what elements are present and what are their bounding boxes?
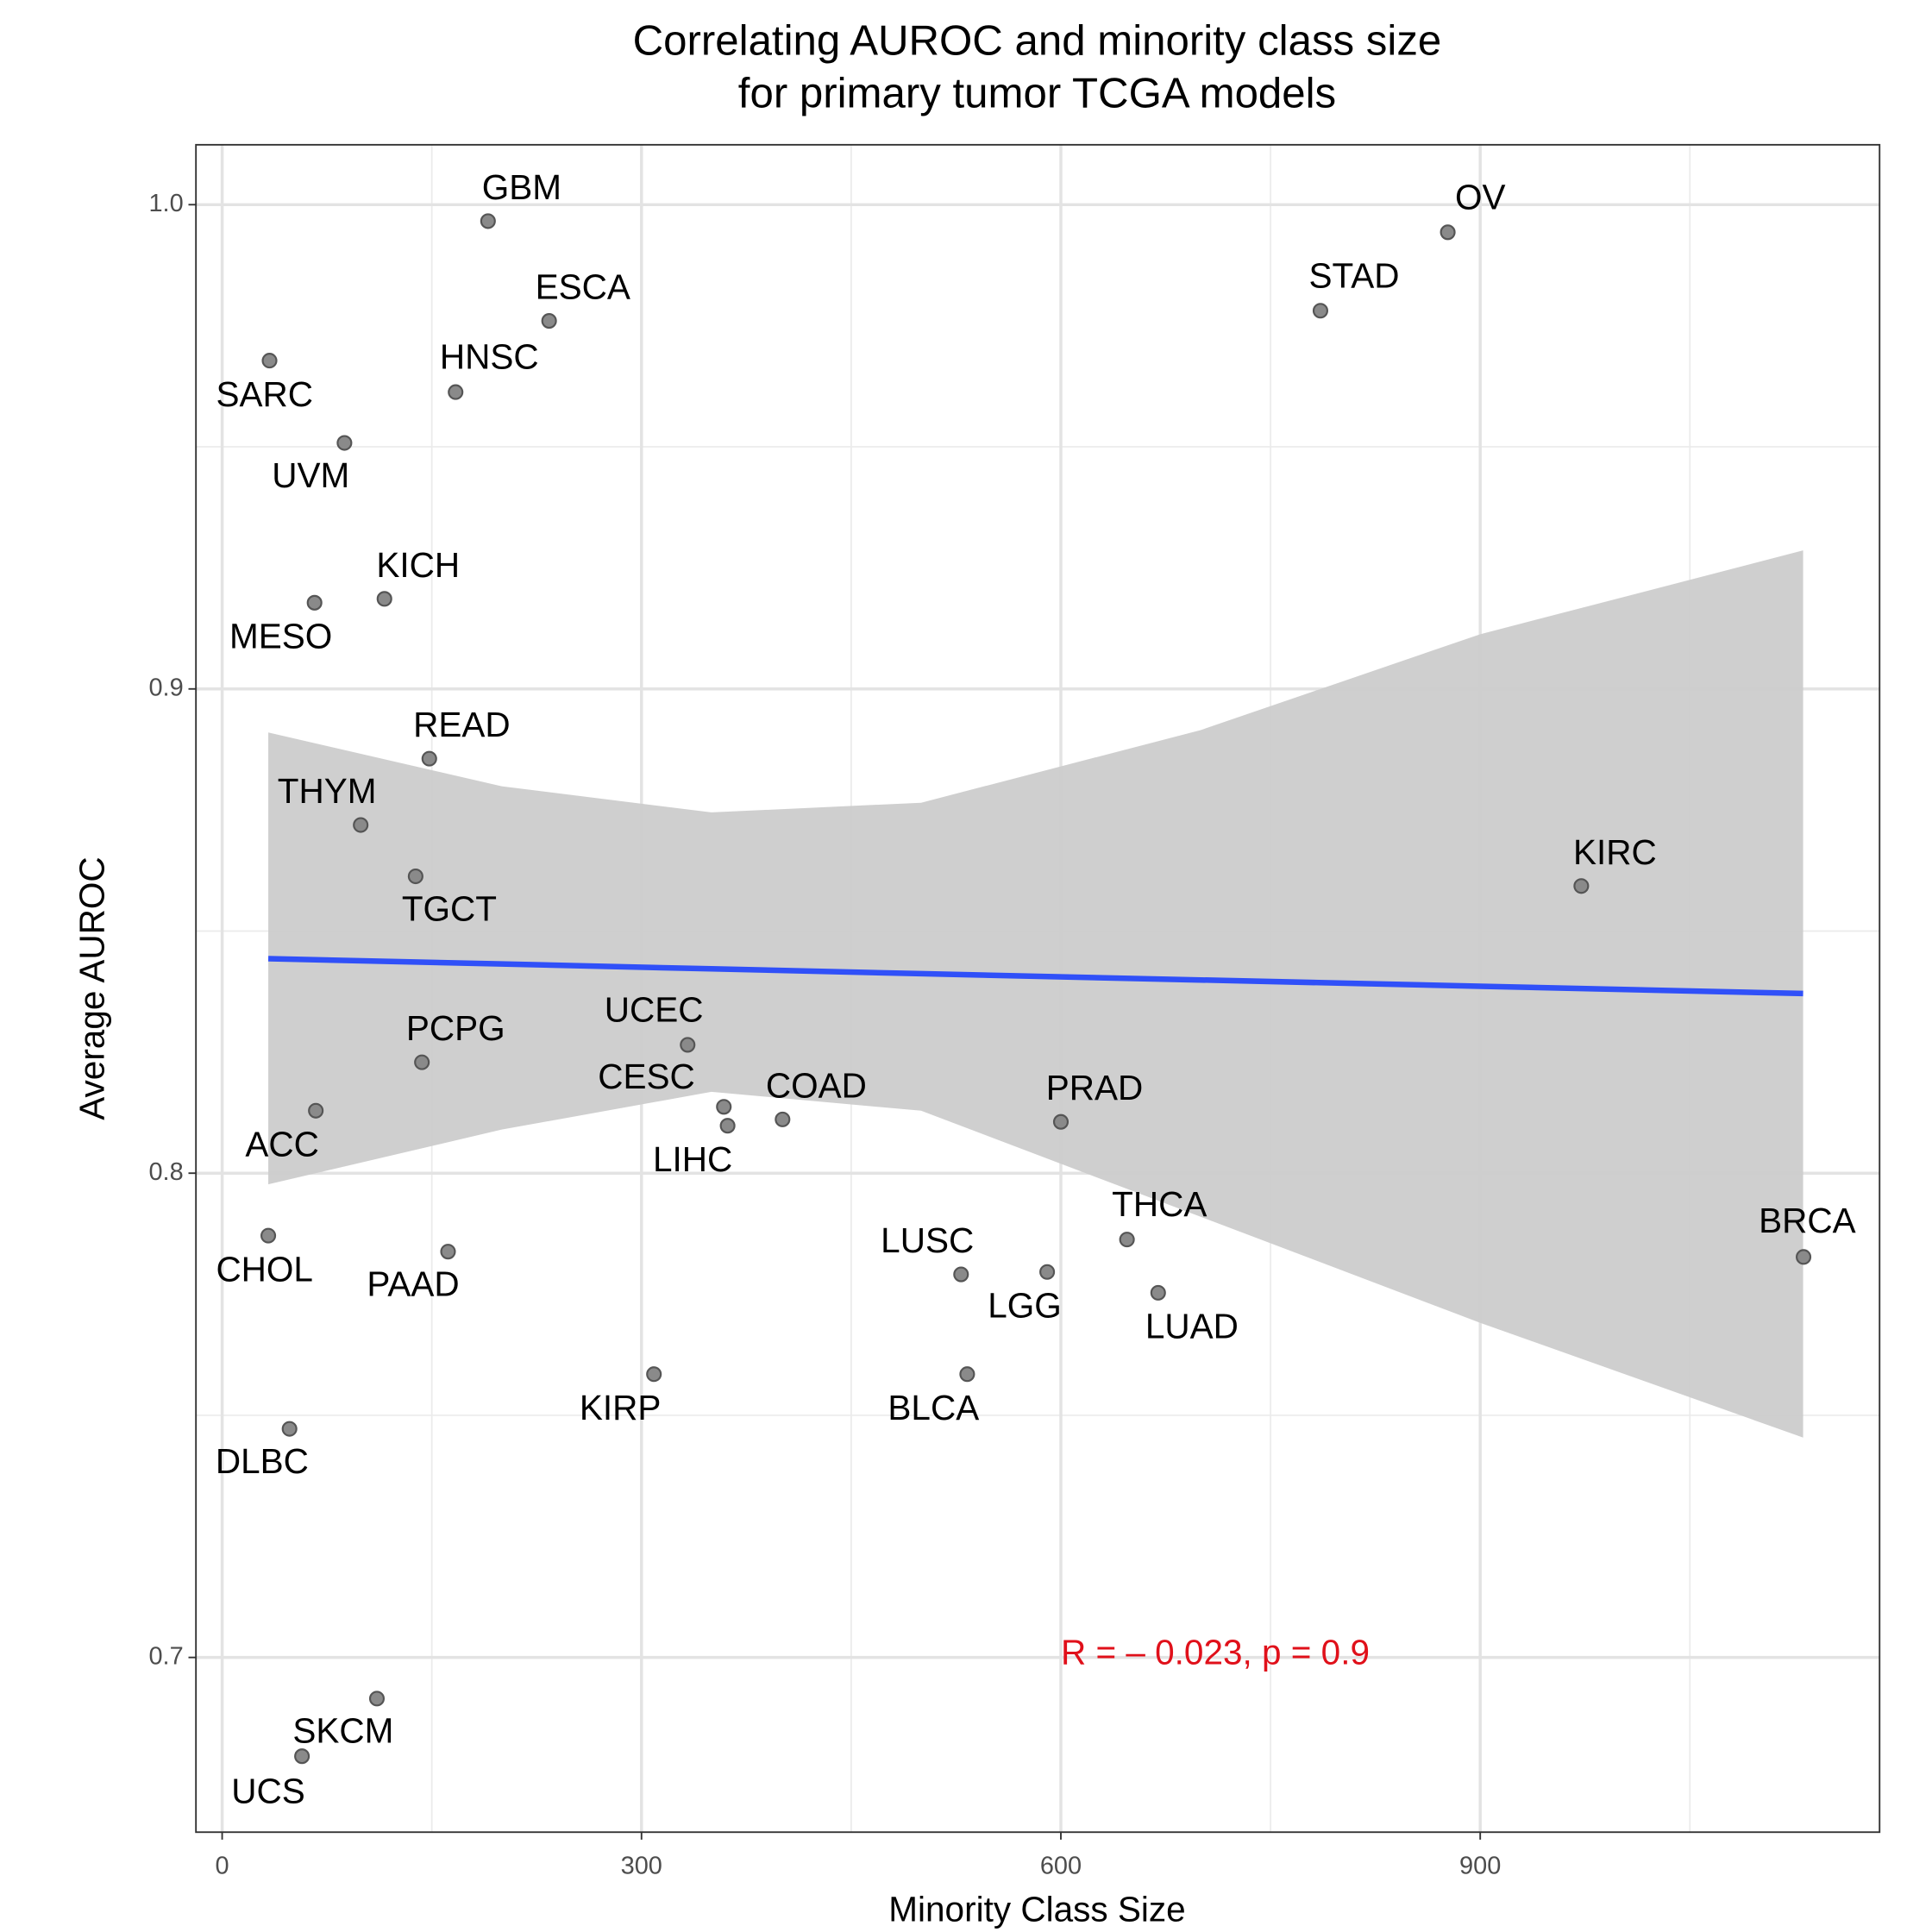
point-label: ACC — [245, 1124, 319, 1164]
point-label: STAD — [1309, 255, 1400, 295]
point — [336, 435, 353, 451]
point — [1052, 1113, 1070, 1130]
point-label: PRAD — [1046, 1068, 1144, 1107]
plot-area: GBM ESCA OV STAD SARC HNSC UVM KICH MESO READ THYM… — [216, 167, 1856, 1810]
point-label: PCPG — [406, 1008, 505, 1048]
point-label: CESC — [598, 1057, 695, 1096]
point-label: HNSC — [440, 337, 539, 377]
point-label: BRCA — [1759, 1201, 1856, 1240]
point-label: COAD — [766, 1065, 867, 1105]
x-tick-label: 300 — [621, 1852, 662, 1879]
point — [1573, 878, 1590, 894]
point-label: KICH — [376, 545, 460, 585]
point-label: TGCT — [402, 888, 497, 928]
point-label: UCEC — [605, 990, 704, 1030]
point — [448, 384, 464, 400]
fit-line — [267, 956, 1803, 997]
point-label: BLCA — [888, 1388, 979, 1427]
point — [959, 1366, 975, 1383]
point — [1440, 224, 1456, 241]
point — [953, 1266, 969, 1283]
point-label: THCA — [1112, 1184, 1207, 1224]
point — [281, 1421, 298, 1437]
point — [1312, 303, 1328, 319]
point-label: LGG — [988, 1285, 1062, 1325]
point-label: GBM — [482, 167, 561, 207]
y-tick-label: 0.9 — [148, 674, 183, 701]
point-label: MESO — [229, 616, 332, 656]
point — [407, 868, 423, 885]
point — [414, 1054, 430, 1070]
x-tick-label: 0 — [216, 1852, 229, 1879]
x-axis-label: Minority Class Size — [888, 1890, 1185, 1929]
chart-title: Correlating AUROC and minority class siz… — [633, 17, 1442, 65]
point-label: PAAD — [367, 1264, 459, 1303]
point — [308, 1102, 324, 1119]
point — [368, 1690, 386, 1707]
point-label: ESCA — [536, 267, 630, 307]
point-label: KIRP — [580, 1388, 662, 1427]
point — [376, 591, 392, 607]
point-label: LUAD — [1145, 1307, 1239, 1346]
point-label: READ — [413, 705, 511, 744]
point-label: OV — [1455, 177, 1506, 216]
point — [719, 1118, 736, 1134]
point-label: SKCM — [292, 1711, 393, 1751]
point — [541, 313, 557, 329]
point-label: UCS — [231, 1771, 305, 1810]
point-label: UVM — [272, 455, 349, 495]
point — [260, 1227, 277, 1244]
point-label: THYM — [278, 771, 377, 811]
y-tick-label: 0.8 — [148, 1158, 183, 1186]
point — [1039, 1264, 1056, 1280]
y-tick-label: 0.7 — [148, 1642, 183, 1670]
x-tick-label: 600 — [1040, 1852, 1082, 1879]
y-tick-label: 1.0 — [148, 190, 183, 217]
point-label: LIHC — [653, 1139, 732, 1179]
y-axis-label: Average AUROC — [72, 856, 112, 1120]
point — [480, 213, 496, 229]
point — [716, 1099, 732, 1115]
point — [1150, 1284, 1166, 1301]
point — [646, 1366, 662, 1383]
panel-border — [195, 143, 1881, 1834]
point-label: KIRC — [1573, 832, 1657, 872]
point-label: DLBC — [216, 1441, 309, 1481]
point — [775, 1111, 791, 1127]
point-label: CHOL — [216, 1249, 313, 1289]
point — [353, 817, 369, 833]
point — [1796, 1249, 1812, 1265]
point-label: LUSC — [881, 1220, 974, 1260]
confidence-band — [268, 550, 1803, 1438]
point — [421, 750, 437, 767]
point — [294, 1748, 310, 1765]
point — [1119, 1232, 1135, 1248]
chart-title: for primary tumor TCGA models — [738, 69, 1336, 116]
x-tick-label: 900 — [1459, 1852, 1501, 1879]
point — [306, 594, 323, 611]
point — [440, 1244, 456, 1260]
correlation-annotation: R = – 0.023, p = 0.9 — [1061, 1632, 1370, 1672]
point-label: SARC — [216, 374, 313, 414]
point — [680, 1037, 696, 1053]
point — [261, 353, 278, 369]
